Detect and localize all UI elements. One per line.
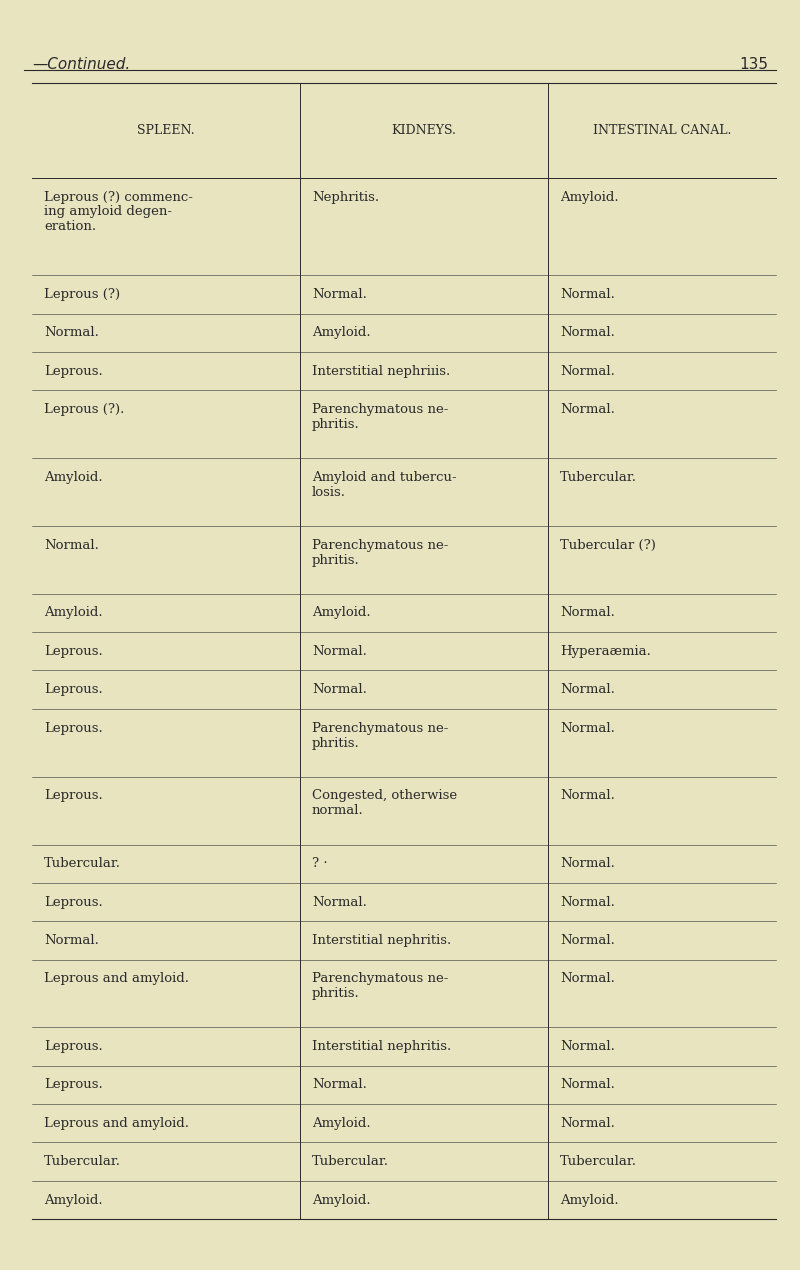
Text: Amyloid.: Amyloid. (560, 190, 618, 203)
Text: Parenchymatous ne-
phritis.: Parenchymatous ne- phritis. (312, 721, 448, 749)
Text: Normal.: Normal. (560, 857, 615, 870)
Text: Nephritis.: Nephritis. (312, 190, 379, 203)
Text: Amyloid.: Amyloid. (44, 471, 102, 484)
Text: Leprous and amyloid.: Leprous and amyloid. (44, 973, 189, 986)
Text: Leprous.: Leprous. (44, 790, 102, 803)
Text: Normal.: Normal. (560, 1040, 615, 1053)
Text: Tubercular.: Tubercular. (560, 471, 637, 484)
Text: Parenchymatous ne-
phritis.: Parenchymatous ne- phritis. (312, 403, 448, 431)
Text: Leprous.: Leprous. (44, 895, 102, 908)
Text: Normal.: Normal. (44, 538, 99, 551)
Text: Normal.: Normal. (560, 1116, 615, 1130)
Text: —Continued.: —Continued. (32, 57, 130, 72)
Text: Normal.: Normal. (560, 895, 615, 908)
Text: Normal.: Normal. (560, 607, 615, 620)
Text: Normal.: Normal. (560, 1078, 615, 1091)
Text: Amyloid.: Amyloid. (312, 607, 370, 620)
Text: Leprous.: Leprous. (44, 683, 102, 696)
Text: Normal.: Normal. (44, 933, 99, 947)
Text: Normal.: Normal. (312, 1078, 367, 1091)
Text: Tubercular (?): Tubercular (?) (560, 538, 656, 551)
Text: Normal.: Normal. (560, 326, 615, 339)
Text: Normal.: Normal. (312, 895, 367, 908)
Text: Normal.: Normal. (312, 645, 367, 658)
Text: Leprous.: Leprous. (44, 1078, 102, 1091)
Text: Normal.: Normal. (560, 721, 615, 734)
Text: Parenchymatous ne-
phritis.: Parenchymatous ne- phritis. (312, 538, 448, 566)
Text: Normal.: Normal. (312, 683, 367, 696)
Text: Hyperaæmia.: Hyperaæmia. (560, 645, 651, 658)
Text: Normal.: Normal. (560, 790, 615, 803)
Text: Interstitial nephritis.: Interstitial nephritis. (312, 933, 451, 947)
Text: Amyloid.: Amyloid. (312, 1116, 370, 1130)
Text: INTESTINAL CANAL.: INTESTINAL CANAL. (593, 123, 731, 137)
Text: Leprous.: Leprous. (44, 645, 102, 658)
Text: Amyloid.: Amyloid. (312, 1194, 370, 1206)
Text: Amyloid.: Amyloid. (44, 1194, 102, 1206)
Text: 135: 135 (739, 57, 768, 72)
Text: Interstitial nephriıis.: Interstitial nephriıis. (312, 364, 450, 377)
Text: Leprous and amyloid.: Leprous and amyloid. (44, 1116, 189, 1130)
Text: Normal.: Normal. (560, 364, 615, 377)
Text: Tubercular.: Tubercular. (44, 857, 121, 870)
Text: Normal.: Normal. (560, 683, 615, 696)
Text: Congested, otherwise
normal.: Congested, otherwise normal. (312, 790, 457, 818)
Text: Normal.: Normal. (560, 403, 615, 415)
Text: SPLEEN.: SPLEEN. (137, 123, 195, 137)
Text: Normal.: Normal. (560, 933, 615, 947)
Text: Amyloid.: Amyloid. (44, 607, 102, 620)
Text: Leprous.: Leprous. (44, 1040, 102, 1053)
Text: Amyloid.: Amyloid. (312, 326, 370, 339)
Text: KIDNEYS.: KIDNEYS. (391, 123, 457, 137)
Text: Leprous.: Leprous. (44, 364, 102, 377)
Text: Leprous (?): Leprous (?) (44, 288, 120, 301)
Text: Leprous (?).: Leprous (?). (44, 403, 124, 415)
Text: Normal.: Normal. (312, 288, 367, 301)
Text: Normal.: Normal. (560, 288, 615, 301)
Text: ? ·: ? · (312, 857, 328, 870)
Text: Parenchymatous ne-
phritis.: Parenchymatous ne- phritis. (312, 973, 448, 1001)
Text: Tubercular.: Tubercular. (44, 1156, 121, 1168)
Text: Tubercular.: Tubercular. (312, 1156, 389, 1168)
Text: Amyloid.: Amyloid. (560, 1194, 618, 1206)
Text: Interstitial nephritis.: Interstitial nephritis. (312, 1040, 451, 1053)
Text: Tubercular.: Tubercular. (560, 1156, 637, 1168)
Text: Normal.: Normal. (44, 326, 99, 339)
Text: Normal.: Normal. (560, 973, 615, 986)
Text: Amyloid and tubercu-
losis.: Amyloid and tubercu- losis. (312, 471, 457, 499)
Text: Leprous (?) commenc-
ing amyloid degen-
eration.: Leprous (?) commenc- ing amyloid degen- … (44, 190, 193, 234)
Text: Leprous.: Leprous. (44, 721, 102, 734)
